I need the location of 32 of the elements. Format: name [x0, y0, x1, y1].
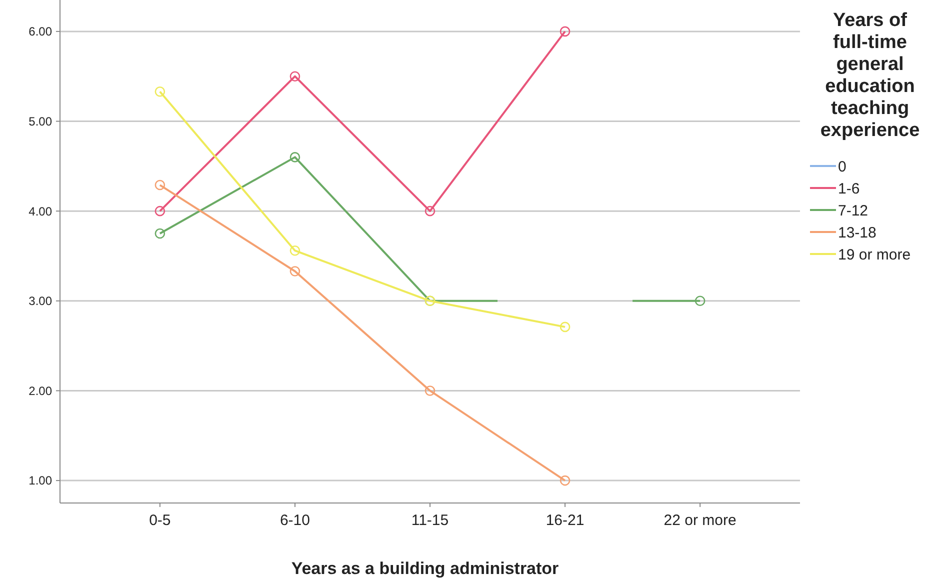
y-tick-label: 3.00: [28, 294, 52, 308]
x-axis-title: Years as a building administrator: [291, 559, 560, 578]
legend-label: 1-6: [838, 180, 860, 198]
y-tick-label: 6.00: [28, 24, 52, 39]
y-tick-label: 2.00: [28, 384, 52, 398]
y-tick-label: 4.00: [28, 204, 52, 218]
y-tick-label: 5.00: [28, 114, 52, 128]
legend-label: 0: [838, 158, 846, 176]
point: [694, 296, 706, 306]
legend-label: 13-18: [838, 224, 876, 242]
point: [560, 475, 570, 486]
point: [560, 26, 570, 37]
legend-label: 7-12: [838, 202, 868, 220]
point: [290, 245, 300, 256]
x-tick-label: 22 or more: [664, 512, 736, 529]
point: [424, 386, 436, 396]
point: [290, 152, 300, 162]
point: [424, 206, 436, 216]
point: [290, 71, 300, 82]
legend-label: 19 or more: [838, 246, 911, 264]
x-tick-label: 6-10: [280, 512, 310, 529]
point: [154, 86, 166, 97]
legend-title: Years of full-time general education teaching experience: [820, 10, 920, 141]
y-tick-label: 1.00: [28, 474, 52, 488]
point: [154, 206, 166, 216]
x-tick-label: 0-5: [149, 512, 171, 529]
point: [290, 266, 300, 276]
x-tick-label: 16-21: [546, 512, 584, 529]
x-tick-label: 11-15: [411, 512, 449, 529]
point: [560, 322, 570, 332]
point: [154, 228, 166, 239]
point: [154, 180, 166, 190]
